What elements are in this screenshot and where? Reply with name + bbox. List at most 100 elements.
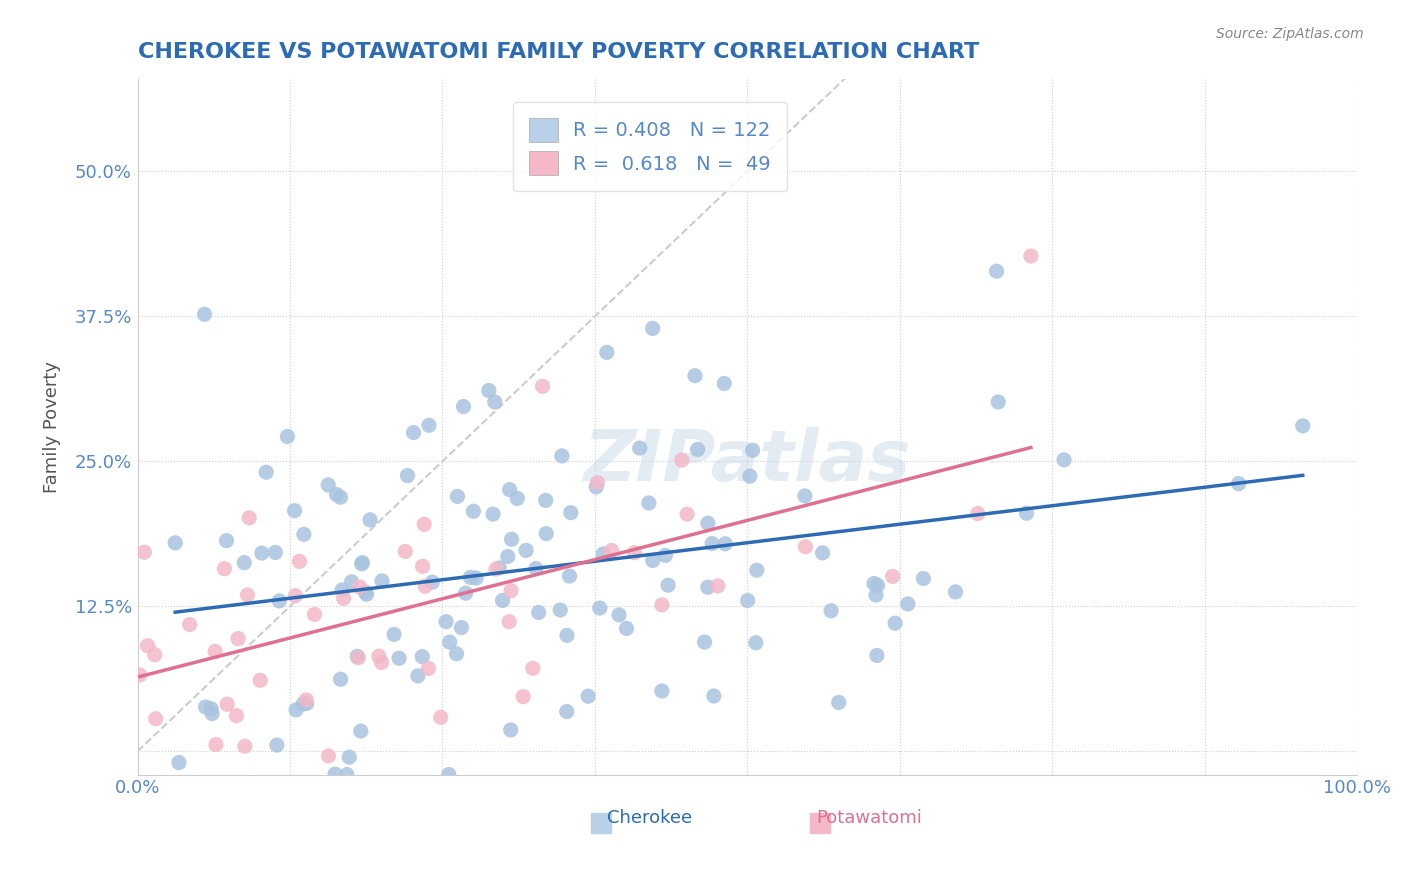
Point xyxy=(884,616,907,631)
Point xyxy=(641,321,664,335)
Point xyxy=(793,489,815,503)
Point xyxy=(713,376,735,391)
Y-axis label: Family Poverty: Family Poverty xyxy=(44,360,60,492)
Point xyxy=(396,468,419,483)
Point xyxy=(347,650,370,665)
Point xyxy=(371,574,394,588)
Point xyxy=(214,562,236,576)
Point xyxy=(696,516,718,531)
Point xyxy=(484,395,506,409)
Point xyxy=(412,559,434,574)
Point xyxy=(332,591,354,606)
Point xyxy=(589,601,612,615)
Legend: R = 0.408   N = 122, R =  0.618   N =  49: R = 0.408 N = 122, R = 0.618 N = 49 xyxy=(513,103,786,191)
Point xyxy=(394,544,416,558)
Point xyxy=(340,574,363,589)
Point xyxy=(745,563,768,577)
Point xyxy=(491,593,513,607)
Point xyxy=(266,738,288,752)
Point xyxy=(128,668,150,682)
Point xyxy=(453,400,475,414)
Point xyxy=(354,585,377,599)
Point xyxy=(226,632,249,646)
Point xyxy=(555,628,578,642)
Point xyxy=(276,429,298,443)
Point xyxy=(548,603,571,617)
Point xyxy=(628,441,651,455)
Point xyxy=(249,673,271,688)
Point xyxy=(515,543,537,558)
Point xyxy=(346,649,368,664)
Point xyxy=(676,507,699,521)
Point xyxy=(283,504,305,518)
Point xyxy=(738,469,761,483)
Point xyxy=(145,712,167,726)
Point xyxy=(295,697,318,711)
Point xyxy=(411,649,433,664)
Point xyxy=(1053,453,1076,467)
Point xyxy=(316,478,339,492)
Point xyxy=(558,569,581,583)
Point xyxy=(463,504,485,518)
Point xyxy=(406,669,429,683)
Point xyxy=(429,710,451,724)
Point xyxy=(686,442,709,457)
Point xyxy=(439,635,461,649)
Point xyxy=(329,672,352,686)
Point xyxy=(1019,249,1042,263)
Point xyxy=(233,556,256,570)
Point xyxy=(285,703,308,717)
Point xyxy=(367,649,389,664)
Point xyxy=(434,615,457,629)
Point xyxy=(696,580,718,594)
Point xyxy=(863,576,886,591)
Point xyxy=(336,767,359,781)
Point xyxy=(370,656,392,670)
Point xyxy=(179,617,201,632)
Point xyxy=(1292,418,1315,433)
Point xyxy=(586,475,609,490)
Point xyxy=(527,606,550,620)
Point xyxy=(596,345,619,359)
Point xyxy=(295,693,318,707)
Text: Source: ZipAtlas.com: Source: ZipAtlas.com xyxy=(1216,27,1364,41)
Point xyxy=(437,767,460,781)
Point xyxy=(446,647,468,661)
Point xyxy=(703,689,725,703)
Point xyxy=(482,507,505,521)
Point xyxy=(811,546,834,560)
Text: CHEROKEE VS POTAWATOMI FAMILY POVERTY CORRELATION CHART: CHEROKEE VS POTAWATOMI FAMILY POVERTY CO… xyxy=(138,42,979,62)
Point xyxy=(194,700,217,714)
Text: Cherokee: Cherokee xyxy=(607,809,692,827)
Point xyxy=(986,264,1008,278)
Point xyxy=(238,511,260,525)
Point xyxy=(254,465,277,479)
Point xyxy=(651,684,673,698)
Point xyxy=(506,491,529,506)
Point xyxy=(359,513,381,527)
Point xyxy=(966,507,988,521)
Point xyxy=(382,627,405,641)
Point xyxy=(201,706,224,721)
Point xyxy=(945,585,967,599)
Point xyxy=(820,604,842,618)
Point xyxy=(250,546,273,560)
Point xyxy=(600,543,623,558)
Point xyxy=(454,586,477,600)
Point xyxy=(745,636,768,650)
Point xyxy=(200,702,222,716)
Point xyxy=(657,578,679,592)
Point xyxy=(292,697,315,711)
Point xyxy=(987,395,1010,409)
Point xyxy=(418,661,440,675)
Point xyxy=(418,418,440,433)
Point xyxy=(420,575,443,590)
Point xyxy=(501,533,523,547)
Point xyxy=(522,661,544,675)
Point xyxy=(865,588,887,602)
Point xyxy=(465,571,488,585)
Point xyxy=(496,549,519,564)
Point xyxy=(329,490,352,504)
Point xyxy=(585,480,607,494)
Point xyxy=(683,368,706,383)
